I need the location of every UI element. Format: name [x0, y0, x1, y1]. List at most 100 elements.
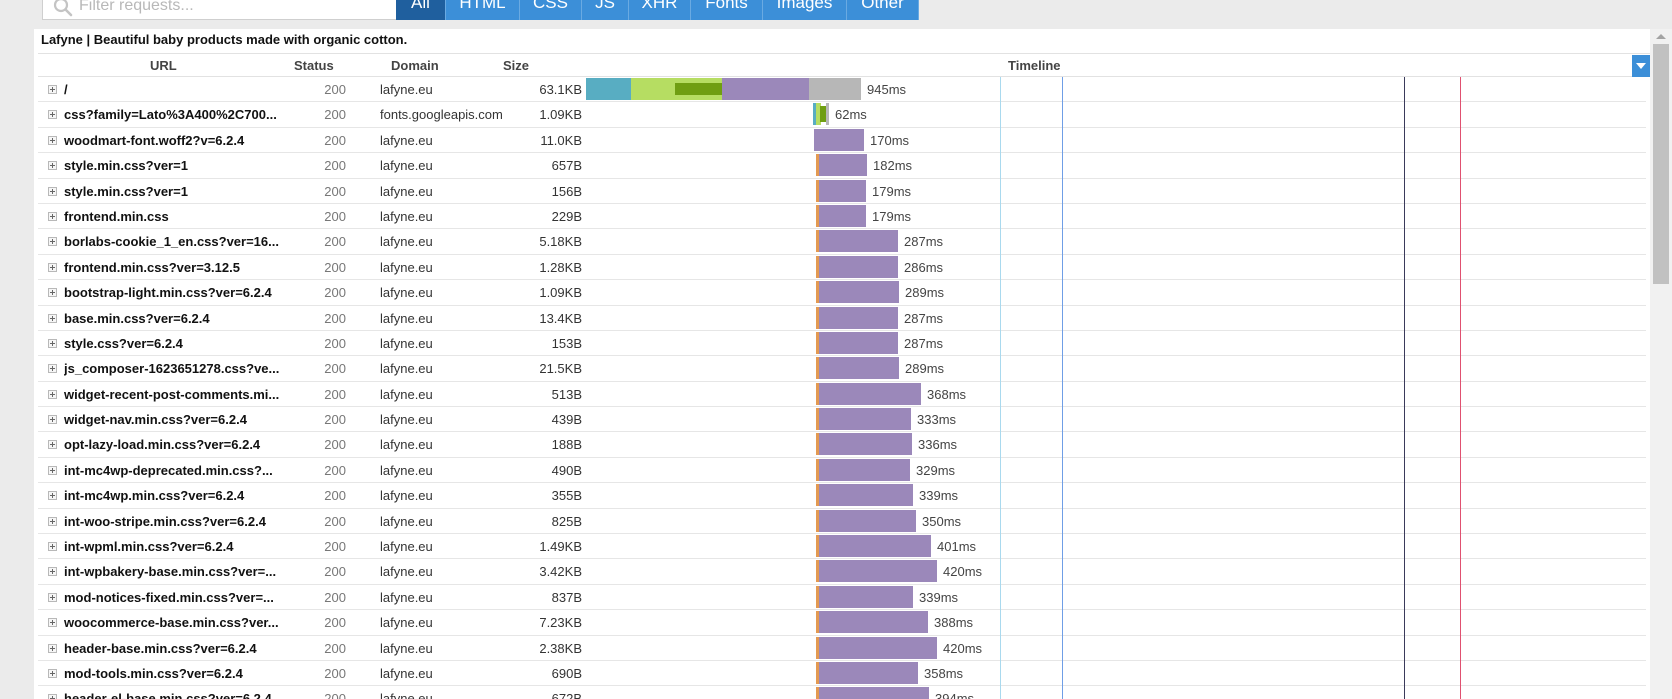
expand-icon[interactable]	[48, 364, 57, 374]
tab-images[interactable]: Images	[763, 0, 847, 20]
expand-icon[interactable]	[48, 389, 57, 399]
timeline-options-button[interactable]	[1632, 55, 1650, 77]
request-url[interactable]: style.css?ver=6.2.4	[64, 335, 183, 351]
table-row[interactable]: style.min.css?ver=1 200 lafyne.eu 657B 182ms	[38, 153, 1646, 179]
request-timeline[interactable]: 945ms	[586, 77, 1646, 102]
table-row[interactable]: frontend.min.css 200 lafyne.eu 229B 179ms	[38, 204, 1646, 230]
expand-icon[interactable]	[48, 465, 57, 475]
request-url[interactable]: int-wpml.min.css?ver=6.2.4	[64, 539, 234, 555]
expand-icon[interactable]	[48, 85, 57, 94]
expand-icon[interactable]	[48, 161, 57, 171]
column-header-size[interactable]: Size	[503, 58, 530, 73]
table-row[interactable]: int-mc4wp.min.css?ver=6.2.4 200 lafyne.eu 3…	[38, 483, 1646, 509]
column-header-status[interactable]: Status	[294, 58, 334, 73]
scrollbar-thumb[interactable]	[1653, 44, 1669, 284]
request-url[interactable]: int-wpbakery-base.min.css?ver=...	[64, 564, 277, 580]
table-row[interactable]: frontend.min.css?ver=3.12.5 200 lafyne.eu 1…	[38, 255, 1646, 281]
table-row[interactable]: opt-lazy-load.min.css?ver=6.2.4 200 lafyne…	[38, 432, 1646, 458]
tab-js[interactable]: JS	[582, 0, 629, 20]
table-row[interactable]: mod-tools.min.css?ver=6.2.4 200 lafyne.eu 6…	[38, 661, 1646, 687]
request-url[interactable]: widget-recent-post-comments.mi...	[64, 386, 280, 402]
request-url[interactable]: bootstrap-light.min.css?ver=6.2.4	[64, 285, 272, 301]
table-row[interactable]: / 200 lafyne.eu 63.1KB 945ms	[38, 77, 1646, 103]
table-row[interactable]: borlabs-cookie_1_en.css?ver=16... 200 lafy…	[38, 229, 1646, 255]
request-url[interactable]: opt-lazy-load.min.css?ver=6.2.4	[64, 437, 261, 453]
tab-other[interactable]: Other	[847, 0, 919, 20]
expand-icon[interactable]	[48, 542, 57, 552]
table-row[interactable]: woocommerce-base.min.css?ver... 200 lafyne…	[38, 610, 1646, 636]
expand-icon[interactable]	[48, 516, 57, 526]
scroll-up-arrow-icon[interactable]	[1656, 34, 1666, 39]
table-row[interactable]: css?family=Lato%3A400%2C700... 200 fonts.g…	[38, 102, 1646, 128]
request-url[interactable]: int-woo-stripe.min.css?ver=6.2.4	[64, 513, 266, 529]
request-timeline[interactable]: 289ms	[586, 280, 1646, 305]
table-row[interactable]: base.min.css?ver=6.2.4 200 lafyne.eu 13.4KB…	[38, 306, 1646, 331]
request-timeline[interactable]: 182ms	[586, 153, 1646, 178]
request-timeline[interactable]: 368ms	[586, 382, 1646, 407]
request-timeline[interactable]: 358ms	[586, 661, 1646, 686]
expand-icon[interactable]	[48, 313, 57, 323]
table-row[interactable]: header-el-base.min.css?ver=6.2.4 200 lafyn…	[38, 686, 1646, 699]
table-row[interactable]: int-mc4wp-deprecated.min.css?... 200 lafyn…	[38, 458, 1646, 484]
tab-fonts[interactable]: Fonts	[691, 0, 763, 20]
table-row[interactable]: woodmart-font.woff2?v=6.2.4 200 lafyne.eu 1…	[38, 128, 1646, 154]
expand-icon[interactable]	[48, 440, 57, 450]
table-row[interactable]: widget-nav.min.css?ver=6.2.4 200 lafyne.eu…	[38, 407, 1646, 433]
column-header-url[interactable]: URL	[150, 58, 177, 73]
tab-xhr[interactable]: XHR	[629, 0, 691, 20]
request-url[interactable]: woocommerce-base.min.css?ver...	[64, 615, 279, 631]
request-timeline[interactable]: 179ms	[586, 179, 1646, 204]
request-url[interactable]: int-mc4wp.min.css?ver=6.2.4	[64, 488, 245, 504]
table-row[interactable]: style.css?ver=6.2.4 200 lafyne.eu 153B 287ms	[38, 331, 1646, 357]
request-url[interactable]: woodmart-font.woff2?v=6.2.4	[64, 132, 245, 148]
table-row[interactable]: bootstrap-light.min.css?ver=6.2.4 200 lafy…	[38, 280, 1646, 306]
request-timeline[interactable]: 420ms	[586, 636, 1646, 661]
request-url[interactable]: frontend.min.css	[64, 208, 169, 224]
request-timeline[interactable]: 336ms	[586, 432, 1646, 457]
table-row[interactable]: int-wpml.min.css?ver=6.2.4 200 lafyne.eu 1.…	[38, 534, 1646, 560]
table-row[interactable]: header-base.min.css?ver=6.2.4 200 lafyne.e…	[38, 636, 1646, 661]
tab-html[interactable]: HTML	[446, 0, 520, 20]
request-timeline[interactable]: 333ms	[586, 407, 1646, 432]
tab-css[interactable]: CSS	[520, 0, 582, 20]
request-timeline[interactable]: 388ms	[586, 610, 1646, 635]
request-timeline[interactable]: 339ms	[586, 585, 1646, 610]
expand-icon[interactable]	[48, 415, 57, 425]
expand-icon[interactable]	[48, 211, 57, 221]
expand-icon[interactable]	[48, 288, 57, 298]
request-url[interactable]: mod-notices-fixed.min.css?ver=...	[64, 589, 274, 605]
table-row[interactable]: mod-notices-fixed.min.css?ver=... 200 lafy…	[38, 585, 1646, 611]
tab-all[interactable]: All	[396, 0, 446, 20]
expand-icon[interactable]	[48, 567, 57, 577]
request-timeline[interactable]: 287ms	[586, 331, 1646, 356]
expand-icon[interactable]	[48, 643, 57, 653]
expand-icon[interactable]	[48, 668, 57, 678]
expand-icon[interactable]	[48, 694, 57, 699]
request-timeline[interactable]: 329ms	[586, 458, 1646, 483]
request-url[interactable]: js_composer-1623651278.css?ve...	[64, 361, 280, 377]
request-timeline[interactable]: 401ms	[586, 534, 1646, 559]
filter-box[interactable]	[42, 0, 416, 20]
request-timeline[interactable]: 287ms	[586, 306, 1646, 331]
request-timeline[interactable]: 394ms	[586, 686, 1646, 699]
request-url[interactable]: mod-tools.min.css?ver=6.2.4	[64, 665, 243, 681]
expand-icon[interactable]	[48, 237, 57, 247]
request-timeline[interactable]: 286ms	[586, 255, 1646, 280]
request-timeline[interactable]: 287ms	[586, 229, 1646, 254]
request-url[interactable]: header-base.min.css?ver=6.2.4	[64, 640, 257, 656]
request-url[interactable]: header-el-base.min.css?ver=6.2.4	[64, 691, 272, 699]
filter-input[interactable]	[79, 0, 409, 17]
request-timeline[interactable]: 420ms	[586, 559, 1646, 584]
expand-icon[interactable]	[48, 338, 57, 348]
table-row[interactable]: js_composer-1623651278.css?ve... 200 lafyn…	[38, 356, 1646, 382]
table-row[interactable]: int-wpbakery-base.min.css?ver=... 200 lafy…	[38, 559, 1646, 585]
expand-icon[interactable]	[48, 186, 57, 196]
expand-icon[interactable]	[48, 618, 57, 628]
table-row[interactable]: style.min.css?ver=1 200 lafyne.eu 156B 179ms	[38, 179, 1646, 204]
expand-icon[interactable]	[48, 110, 57, 120]
request-url[interactable]: int-mc4wp-deprecated.min.css?...	[64, 462, 273, 478]
request-url[interactable]: /	[64, 82, 68, 97]
request-url[interactable]: widget-nav.min.css?ver=6.2.4	[64, 412, 247, 428]
request-url[interactable]: css?family=Lato%3A400%2C700...	[64, 107, 277, 123]
table-row[interactable]: int-woo-stripe.min.css?ver=6.2.4 200 lafyn…	[38, 509, 1646, 535]
